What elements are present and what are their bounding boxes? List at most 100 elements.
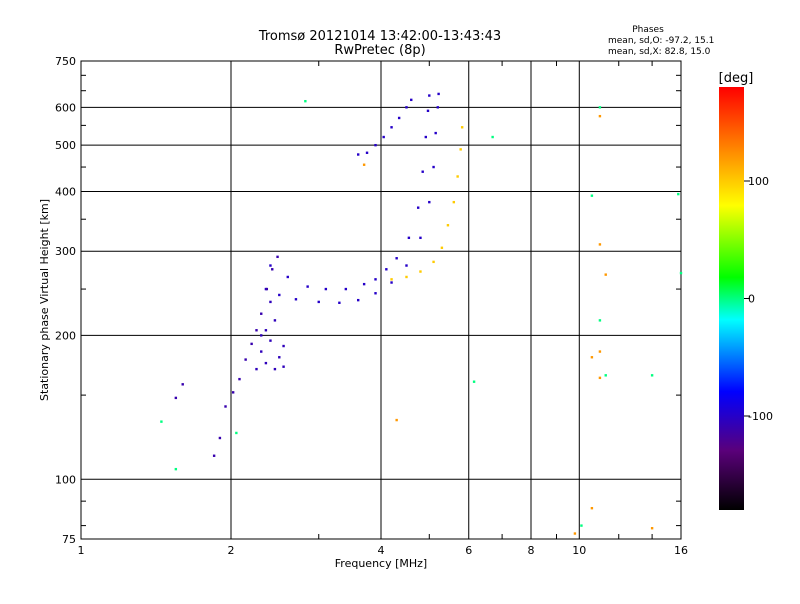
data-point xyxy=(276,255,279,259)
data-point xyxy=(650,374,654,377)
stats-o: mean, sd,O: -97.2, 15.1 xyxy=(608,36,714,46)
data-point xyxy=(294,298,298,301)
data-point xyxy=(590,194,594,197)
colorbar-tick-label: 0 xyxy=(748,293,755,306)
data-point xyxy=(679,271,683,275)
data-point xyxy=(286,275,289,279)
data-point xyxy=(374,292,377,295)
data-point xyxy=(338,301,341,304)
data-point xyxy=(306,285,309,288)
x-tick-label: 8 xyxy=(528,544,535,557)
data-point xyxy=(460,126,464,129)
data-point xyxy=(440,246,444,249)
data-point xyxy=(385,268,388,271)
data-point xyxy=(395,257,398,260)
chart-subtitle: RwPretec (8p) xyxy=(334,43,425,58)
x-tick-label: 1 xyxy=(78,544,85,557)
data-point xyxy=(356,298,360,302)
data-point xyxy=(472,380,476,383)
data-point xyxy=(390,278,393,281)
data-point xyxy=(160,420,163,423)
data-point xyxy=(432,165,435,169)
data-point xyxy=(365,151,369,154)
y-axis-ticks: 75 100 200 300 400 500 600 750 xyxy=(55,55,681,546)
data-point xyxy=(390,126,393,129)
colorbar-ticks: 100 0 -100 xyxy=(744,175,773,423)
data-point xyxy=(255,367,258,371)
data-point xyxy=(278,293,281,297)
x-tick-label: 4 xyxy=(378,544,385,557)
data-point xyxy=(212,454,216,457)
data-point xyxy=(390,281,393,284)
data-point xyxy=(181,383,184,386)
data-point xyxy=(426,109,430,113)
data-point xyxy=(459,148,462,151)
stats-x: mean, sd,X: 82.8, 15.0 xyxy=(608,47,711,57)
data-point xyxy=(271,268,274,271)
data-point xyxy=(362,163,366,166)
data-point xyxy=(250,342,253,346)
data-point xyxy=(428,94,431,97)
data-point xyxy=(278,356,281,359)
data-point xyxy=(598,350,602,353)
data-point xyxy=(421,170,424,173)
data-point xyxy=(604,374,607,377)
data-point xyxy=(677,192,680,196)
data-point xyxy=(273,319,277,322)
data-point xyxy=(573,532,577,535)
data-point xyxy=(264,329,268,332)
data-point xyxy=(436,106,439,109)
y-tick-label: 500 xyxy=(55,139,76,152)
chart-title: Tromsø 20121014 13:42:00-13:43:43 xyxy=(258,29,501,44)
data-point xyxy=(456,175,459,178)
data-point xyxy=(231,391,235,394)
data-point xyxy=(598,243,602,246)
data-point xyxy=(405,106,408,109)
stats-header: Phases xyxy=(632,25,664,35)
y-tick-label: 75 xyxy=(62,533,76,546)
colorbar-tick-label: -100 xyxy=(748,410,773,423)
x-axis-label: Frequency [MHz] xyxy=(335,557,427,570)
data-point xyxy=(218,436,222,440)
x-axis-ticks: 1 2 4 6 8 10 16 xyxy=(78,61,688,557)
data-point xyxy=(434,131,437,135)
x-tick-label: 2 xyxy=(228,544,235,557)
data-point xyxy=(419,270,422,273)
data-point xyxy=(419,236,422,240)
y-tick-label: 750 xyxy=(55,55,76,68)
data-point xyxy=(362,282,366,286)
data-point xyxy=(255,329,258,332)
data-point xyxy=(344,287,348,291)
x-tick-label: 16 xyxy=(674,544,688,557)
data-point xyxy=(452,200,456,204)
data-point xyxy=(395,418,398,422)
data-point xyxy=(235,431,238,435)
grid-lines xyxy=(81,61,681,539)
data-point xyxy=(260,312,263,315)
data-point xyxy=(491,135,494,139)
data-point xyxy=(244,358,247,361)
data-point xyxy=(580,524,583,527)
data-point xyxy=(282,344,285,348)
data-point xyxy=(604,273,607,276)
data-point xyxy=(356,153,360,156)
data-point xyxy=(437,92,440,96)
data-point xyxy=(416,206,420,209)
data-point xyxy=(405,275,408,279)
data-point xyxy=(174,467,178,471)
data-point xyxy=(432,260,435,264)
data-point xyxy=(269,339,272,342)
data-point xyxy=(374,143,377,147)
data-point xyxy=(405,264,408,267)
data-point xyxy=(598,114,602,118)
data-point xyxy=(590,356,594,359)
data-point xyxy=(260,334,263,337)
data-point xyxy=(260,350,263,353)
data-point xyxy=(273,367,277,371)
data-point xyxy=(282,365,285,368)
y-tick-label: 300 xyxy=(55,245,76,258)
data-point xyxy=(174,396,178,400)
data-point xyxy=(269,300,272,304)
